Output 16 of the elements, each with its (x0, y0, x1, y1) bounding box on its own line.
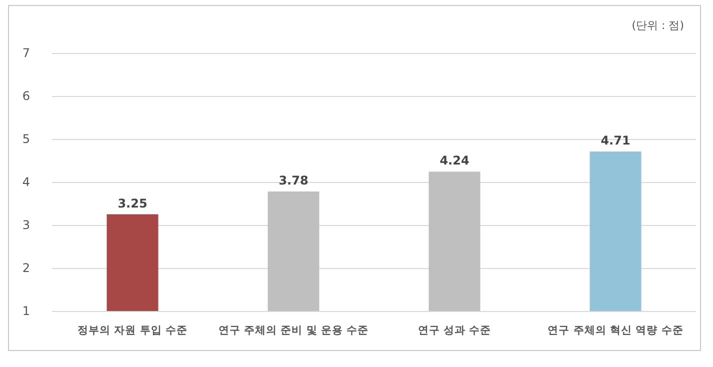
text: (단위 : 점) (632, 19, 684, 32)
x-tick-label: 연구 주체의 준비 및 운용 수준 (218, 324, 369, 336)
y-tick-label: 7 (22, 46, 30, 60)
data-label: 3.78 (278, 173, 308, 188)
data-label: 4.71 (600, 133, 630, 148)
y-tick-label: 5 (22, 132, 30, 146)
y-tick-label: 2 (22, 261, 30, 275)
y-tick-label: 3 (22, 218, 30, 232)
data-label: 4.24 (440, 154, 470, 168)
x-tick-label: 정부의 자원 투입 수준 (78, 324, 188, 336)
y-tick-label: 6 (22, 89, 30, 103)
x-tick-label: 연구 성과 수준 (418, 324, 492, 336)
y-tick-label: 1 (22, 304, 30, 318)
x-tick-label: 연구 주체의 혁신 역량 수준 (548, 324, 684, 336)
data-label: 3.25 (118, 196, 148, 210)
y-tick-label: 4 (22, 175, 30, 189)
